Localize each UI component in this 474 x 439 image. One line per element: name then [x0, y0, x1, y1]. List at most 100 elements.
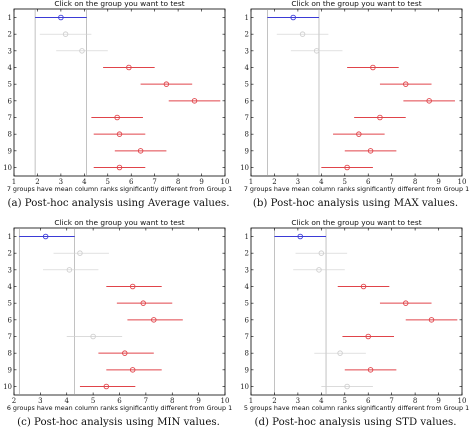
- caption-average: (a) Post-hoc analysis using Average valu…: [7, 198, 230, 209]
- y-tick-label: 6: [245, 316, 250, 324]
- caption-min: (c) Post-hoc analysis using MIN values.: [17, 417, 220, 428]
- x-axis-label: 5 groups have mean column ranks signific…: [244, 404, 469, 412]
- group-8-mean-marker[interactable]: [356, 131, 362, 137]
- y-tick-label: 9: [8, 366, 12, 374]
- y-tick-label: 4: [245, 283, 250, 291]
- x-tick-label: 5: [91, 397, 95, 405]
- y-tick-label: 1: [245, 233, 249, 241]
- y-tick-label: 3: [8, 266, 12, 274]
- group-10-mean-marker[interactable]: [344, 383, 350, 390]
- y-tick-label: 3: [245, 47, 249, 55]
- x-tick-label: 7: [389, 397, 393, 405]
- group-10-mean-marker[interactable]: [116, 164, 123, 171]
- y-tick-label: 5: [245, 300, 249, 308]
- y-tick-label: 6: [8, 97, 13, 105]
- group-6-mean-marker[interactable]: [428, 317, 435, 323]
- group-4-mean-marker[interactable]: [129, 283, 136, 290]
- x-tick-label: 10: [221, 397, 230, 405]
- group-9-mean-marker[interactable]: [129, 367, 136, 373]
- group-3-mean-marker[interactable]: [79, 48, 85, 54]
- group-3-mean-marker[interactable]: [66, 267, 73, 273]
- group-2-mean-marker[interactable]: [318, 250, 325, 256]
- x-tick-label: 9: [196, 397, 200, 405]
- group-4-mean-marker[interactable]: [126, 64, 132, 71]
- x-tick-label: 5: [106, 178, 110, 186]
- group-3-mean-marker[interactable]: [316, 267, 322, 273]
- group-1-mean-marker[interactable]: [297, 233, 303, 240]
- y-tick-label: 10: [3, 383, 12, 391]
- y-tick-label: 4: [8, 283, 13, 291]
- group-4-mean-marker[interactable]: [360, 283, 367, 290]
- x-tick-label: 8: [170, 397, 174, 405]
- x-tick-label: 8: [413, 397, 417, 405]
- x-tick-label: 6: [129, 178, 134, 186]
- group-7-mean-marker[interactable]: [114, 114, 120, 121]
- group-6-mean-marker[interactable]: [191, 98, 198, 104]
- group-5-mean-marker[interactable]: [163, 81, 170, 87]
- chart-average[interactable]: Click on the group you want to test 1 2 3 4 5…: [0, 0, 237, 200]
- chart-title: Click on the group you want to test: [291, 0, 421, 8]
- x-tick-label: 3: [296, 178, 300, 186]
- x-tick-label: 8: [176, 178, 180, 186]
- group-5-mean-marker[interactable]: [402, 81, 409, 87]
- group-4-mean-marker[interactable]: [370, 64, 376, 71]
- panel-average: Click on the group you want to test 1 2 3 4 5…: [0, 0, 237, 219]
- group-8-mean-marker[interactable]: [337, 350, 343, 356]
- x-tick-label: 2: [272, 178, 276, 186]
- group-8-mean-marker[interactable]: [122, 350, 128, 356]
- chart-max[interactable]: Click on the group you want to test 1 2 3 4 5…: [237, 0, 474, 200]
- group-6-mean-marker[interactable]: [426, 98, 432, 104]
- x-tick-label: 4: [65, 397, 70, 405]
- group-10-mean-marker[interactable]: [344, 164, 350, 171]
- y-tick-label: 2: [245, 31, 249, 39]
- group-5-mean-marker[interactable]: [140, 300, 146, 306]
- plot-area: [250, 8, 463, 177]
- x-axis-label: 7 groups have mean column ranks signific…: [7, 185, 232, 193]
- group-7-mean-marker[interactable]: [90, 333, 96, 340]
- x-tick-label: 3: [296, 397, 300, 405]
- y-tick-label: 4: [8, 64, 13, 72]
- group-9-mean-marker[interactable]: [137, 148, 144, 154]
- y-tick-label: 7: [245, 114, 249, 122]
- group-7-mean-marker[interactable]: [365, 333, 371, 340]
- x-tick-label: 2: [12, 397, 16, 405]
- caption-max: (b) Post-hoc analysis using MAX values.: [252, 198, 459, 209]
- group-2-mean-marker[interactable]: [77, 250, 83, 256]
- group-10-mean-marker[interactable]: [103, 383, 110, 390]
- group-9-mean-marker[interactable]: [367, 148, 374, 154]
- x-axis-label: 6 groups have mean column ranks signific…: [7, 404, 232, 412]
- panel-min: Click on the group you want to test 2 3 4 5 6…: [0, 218, 237, 438]
- y-tick-label: 9: [245, 147, 249, 155]
- group-2-mean-marker[interactable]: [299, 31, 306, 37]
- group-3-mean-marker[interactable]: [313, 48, 320, 54]
- group-2-mean-marker[interactable]: [62, 31, 69, 37]
- group-6-mean-marker[interactable]: [151, 317, 157, 323]
- x-tick-label: 6: [117, 397, 122, 405]
- y-tick-label: 2: [245, 250, 249, 258]
- x-tick-label: 10: [458, 178, 467, 186]
- y-tick-label: 5: [8, 81, 12, 89]
- x-tick-label: 1: [12, 178, 16, 186]
- x-tick-label: 4: [319, 397, 324, 405]
- y-tick-label: 7: [8, 114, 12, 122]
- y-tick-label: 4: [245, 64, 250, 72]
- group-1-mean-marker[interactable]: [42, 233, 49, 240]
- x-tick-label: 6: [366, 397, 371, 405]
- x-tick-label: 1: [249, 178, 253, 186]
- group-5-mean-marker[interactable]: [402, 300, 409, 306]
- y-tick-label: 8: [8, 350, 12, 358]
- group-8-mean-marker[interactable]: [116, 131, 123, 137]
- x-tick-label: 7: [144, 397, 148, 405]
- y-tick-label: 1: [8, 14, 12, 22]
- caption-std: (d) Post-hoc analysis using STD values.: [254, 417, 457, 428]
- group-9-mean-marker[interactable]: [367, 367, 374, 373]
- group-1-mean-marker[interactable]: [290, 14, 296, 21]
- panel-max: Click on the group you want to test 1 2 3 4 5…: [237, 0, 474, 219]
- x-tick-label: 7: [389, 178, 393, 186]
- x-tick-label: 5: [343, 178, 347, 186]
- group-1-mean-marker[interactable]: [58, 14, 64, 21]
- x-tick-label: 10: [458, 397, 467, 405]
- group-7-mean-marker[interactable]: [377, 114, 383, 121]
